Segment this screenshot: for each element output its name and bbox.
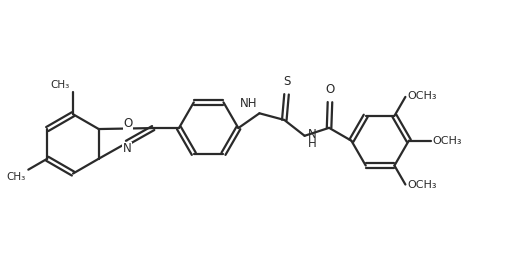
Text: S: S [283, 75, 290, 88]
Text: OCH₃: OCH₃ [407, 91, 437, 101]
Text: OCH₃: OCH₃ [407, 181, 437, 190]
Text: H: H [307, 137, 316, 150]
Text: OCH₃: OCH₃ [433, 136, 462, 146]
Text: CH₃: CH₃ [6, 172, 25, 182]
Text: CH₃: CH₃ [51, 80, 70, 90]
Text: N: N [307, 128, 316, 141]
Text: O: O [124, 117, 133, 130]
Text: N: N [123, 142, 131, 155]
Text: O: O [325, 83, 335, 96]
Text: NH: NH [240, 97, 258, 110]
